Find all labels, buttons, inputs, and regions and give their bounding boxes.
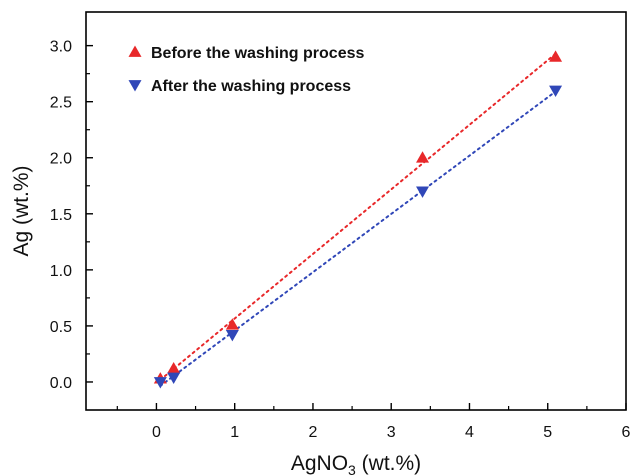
after-data-point: [549, 85, 563, 97]
before-data-point: [549, 50, 563, 62]
trend-line-before: [159, 52, 557, 381]
x-axis-label-main: AgNO: [291, 452, 348, 475]
legend-label: Before the washing process: [151, 45, 364, 62]
axes: [85, 11, 627, 411]
x-tick-label: 1: [230, 424, 239, 441]
y-tick-label: 3.0: [50, 39, 72, 56]
after-data-point: [167, 372, 181, 384]
x-axis-label: AgNO3 (wt.%): [291, 452, 421, 475]
x-tick-label: 0: [152, 424, 161, 441]
x-tick-label: 5: [543, 424, 552, 441]
data-points: [153, 50, 563, 389]
x-tick-label: 3: [387, 424, 396, 441]
y-tick-label: 1.0: [50, 263, 72, 280]
after-data-point: [416, 186, 430, 198]
y-tick-label: 1.5: [50, 207, 72, 224]
after-data-point: [153, 377, 167, 389]
x-tick-label: 2: [309, 424, 318, 441]
y-axis-label: Ag (wt.%): [10, 165, 33, 256]
before-data-point: [167, 362, 181, 374]
plot-frame: [85, 11, 627, 411]
before-data-point: [416, 151, 430, 163]
legend-marker: [128, 80, 142, 92]
y-tick-label: 2.0: [50, 151, 72, 168]
trend-lines: [159, 52, 557, 387]
after-data-point: [225, 330, 239, 342]
legend: Before the washing process After the wash…: [128, 45, 364, 95]
y-tick-label: 2.5: [50, 95, 72, 112]
x-axis-label-suffix: (wt.%): [356, 452, 421, 475]
y-tick-label: 0.5: [50, 319, 72, 336]
y-tick-label: 0.0: [50, 375, 72, 392]
before-data-point: [225, 318, 239, 330]
x-tick-label: 6: [622, 424, 630, 441]
trend-line-after: [159, 90, 557, 387]
x-tick-label: 4: [465, 424, 474, 441]
legend-label: After the washing process: [151, 78, 351, 95]
x-axis-label-subscript: 3: [348, 462, 356, 475]
ticks: 0 1 2 3 4 5 6 0.0 0.5 1.0 1.5 2.0 2.5 3.0: [50, 39, 630, 441]
legend-marker: [128, 45, 142, 57]
